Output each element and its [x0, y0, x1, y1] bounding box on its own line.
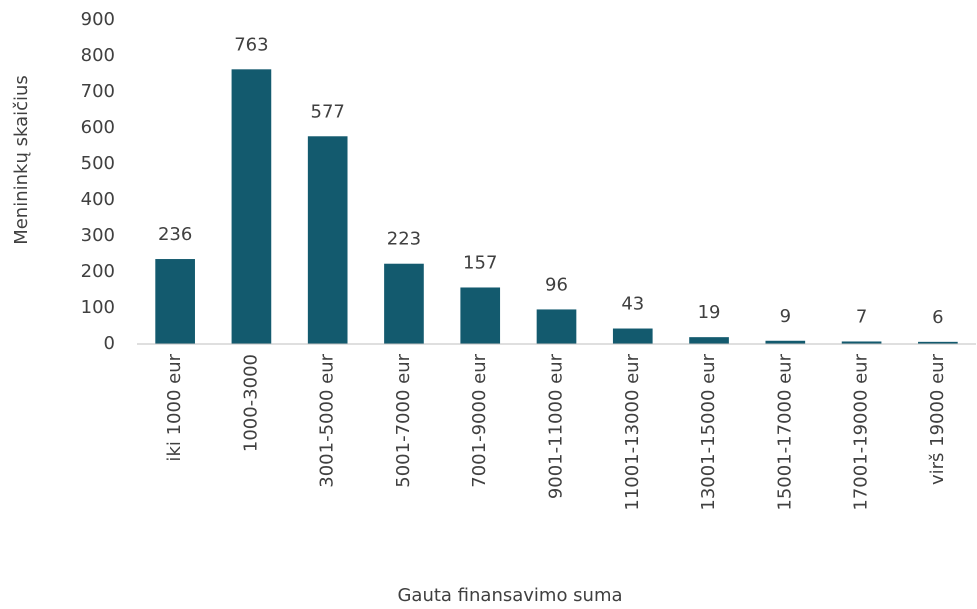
x-tick-label: 17001-19000 eur: [851, 353, 872, 510]
data-label: 19: [698, 302, 721, 323]
data-label: 43: [621, 294, 644, 315]
bar: [765, 340, 806, 344]
y-tick-label: 700: [81, 81, 115, 102]
data-label: 6: [932, 307, 943, 328]
x-tick-label: 1000-3000: [240, 354, 261, 452]
bar: [689, 337, 729, 344]
bar: [841, 341, 882, 344]
y-tick-label: 0: [104, 333, 115, 354]
y-tick-label: 900: [81, 9, 115, 30]
y-tick-label: 500: [81, 153, 115, 174]
y-tick-label: 100: [81, 297, 115, 318]
x-tick-label: iki 1000 eur: [164, 353, 185, 461]
bar: [384, 263, 424, 344]
data-label: 9: [780, 306, 791, 327]
y-tick-label: 600: [81, 117, 115, 138]
x-tick-label: virš 19000 eur: [927, 353, 948, 485]
x-tick-label: 7001-9000 eur: [469, 353, 490, 487]
x-tick-label: 3001-5000 eur: [317, 353, 338, 487]
data-label: 763: [234, 34, 268, 55]
y-tick-label: 400: [81, 189, 115, 210]
data-label: 236: [158, 224, 192, 245]
y-axis-label: Menininkų skaičius: [11, 75, 32, 245]
data-label: 157: [463, 252, 497, 273]
bar: [536, 309, 577, 344]
x-tick-label: 9001-11000 eur: [546, 353, 567, 499]
x-tick-label: 11001-13000 eur: [622, 353, 643, 510]
bar: [460, 287, 501, 344]
data-label: 96: [545, 274, 568, 295]
y-tick-label: 800: [81, 45, 115, 66]
x-tick-label: 5001-7000 eur: [393, 353, 414, 487]
x-tick-label: 15001-17000 eur: [774, 353, 795, 510]
x-tick-label: 13001-15000 eur: [698, 353, 719, 510]
bar: [307, 136, 348, 344]
bar: [612, 328, 653, 344]
data-label: 223: [387, 229, 421, 250]
bar: [155, 259, 195, 344]
bar: [231, 69, 272, 344]
y-tick-label: 300: [81, 225, 115, 246]
data-label: 7: [856, 306, 867, 327]
y-tick-label: 200: [81, 261, 115, 282]
data-label: 577: [311, 101, 345, 122]
bar: [918, 341, 958, 344]
x-axis-label: Gauta finansavimo suma: [397, 585, 622, 606]
